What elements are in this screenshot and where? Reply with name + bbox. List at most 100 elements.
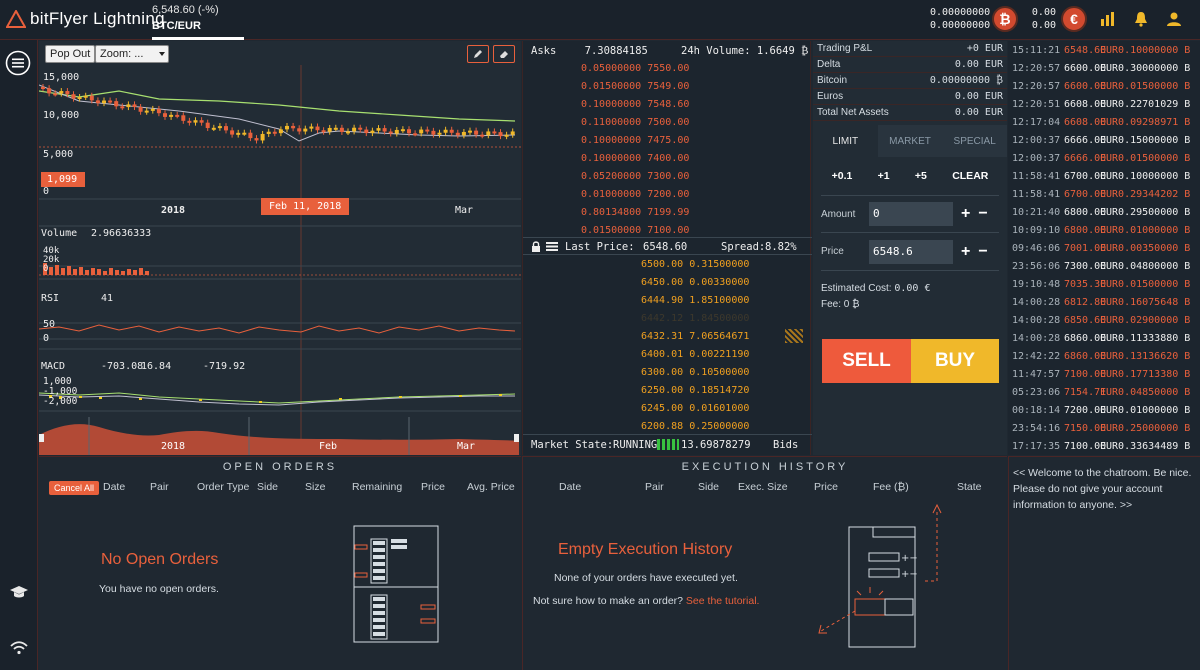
trade-price: 7200.00 [1064, 404, 1107, 416]
tab-special[interactable]: SPECIAL [942, 125, 1008, 157]
ask-row[interactable]: 0.80134800 7199.99 [581, 207, 689, 218]
ask-row[interactable]: 0.01500000 7100.00 [581, 225, 689, 236]
bid-price: 6442.12 [641, 313, 684, 324]
tutorial-prefix: Not sure how to make an order? [533, 595, 683, 607]
macd-tick-1000: 1,000 [43, 376, 72, 387]
price-plus-icon[interactable]: + [961, 242, 971, 260]
bid-row[interactable]: 6442.12 1.84500000 [641, 313, 749, 324]
bell-icon[interactable] [1133, 11, 1149, 27]
bid-row[interactable]: 6444.90 1.85100000 [641, 295, 749, 306]
empty-exec-subtitle: None of your orders have executed yet. [554, 572, 738, 584]
pencil-button[interactable] [467, 45, 489, 63]
col-date: Date [559, 481, 582, 493]
volume-tick-20k: 20k [43, 255, 60, 265]
eraser-button[interactable] [493, 45, 515, 63]
bid-row[interactable]: 6300.00 0.10500000 [641, 367, 749, 378]
macd-label: MACD [41, 361, 66, 372]
ask-row[interactable]: 0.11000000 7500.00 [581, 117, 689, 128]
ask-size: 0.11000000 [581, 117, 642, 128]
triangle-logo-icon [6, 10, 26, 28]
sell-button[interactable]: SELL [822, 339, 911, 383]
pop-out-button[interactable]: Pop Out [45, 45, 96, 63]
ask-row[interactable]: 0.10000000 7400.00 [581, 153, 689, 164]
trade-size: EUR0.17713380 B [1100, 368, 1191, 380]
estimated-cost: Estimated Cost: 0.00 € [821, 281, 999, 297]
summary-row: Bitcoin 0.00000000 ₿ [813, 73, 1007, 89]
trading-panel: Trading P&L +0 EUR Delta 0.00 EUR Bitcoin 0.0… [813, 41, 1008, 455]
cancel-all-button[interactable]: Cancel All [49, 481, 100, 495]
trade-row: 14:00:28 6850.60 EUR0.02900000 B [1008, 311, 1200, 329]
bid-row[interactable]: 6500.00 0.31500000 [641, 259, 749, 270]
col-price: Price [421, 481, 445, 493]
bid-row[interactable]: 6400.01 0.00221190 [641, 349, 749, 360]
navigator-right-handle[interactable] [514, 434, 519, 442]
amount-plus-icon[interactable]: + [961, 205, 971, 222]
lock-icon[interactable] [531, 241, 541, 252]
amount-minus-icon[interactable]: − [978, 205, 988, 222]
ask-row[interactable]: 0.05000000 7550.00 [581, 63, 689, 74]
add-1-button[interactable]: +1 [877, 170, 890, 182]
bitcoin-icon[interactable]: ₿ [992, 6, 1018, 32]
wifi-icon[interactable] [9, 640, 29, 656]
user-icon[interactable] [1166, 11, 1182, 27]
trade-time: 12:00:37 [1012, 152, 1061, 164]
brand-logo[interactable]: bitFlyer Lightning [6, 8, 165, 30]
list-icon[interactable] [546, 241, 558, 252]
col-state: State [957, 481, 982, 493]
macd-tick-minus-1000: -1,000 [43, 386, 78, 397]
trade-row: 10:21:40 6800.00 EUR0.29500000 B [1008, 203, 1200, 221]
trade-price: 6700.00 [1064, 188, 1107, 200]
ask-row[interactable]: 0.10000000 7548.60 [581, 99, 689, 110]
buy-button[interactable]: BUY [911, 339, 999, 383]
tab-limit[interactable]: LIMIT [813, 125, 878, 157]
ask-price: 7300.00 [647, 171, 690, 182]
macd-value-3: -719.92 [203, 361, 246, 372]
ask-row[interactable]: 0.01500000 7549.00 [581, 81, 689, 92]
price-input[interactable]: 6548.6 [869, 239, 953, 264]
graduation-cap-icon[interactable] [9, 584, 29, 600]
bid-price: 6245.00 [641, 403, 684, 414]
bar-chart-icon[interactable] [1100, 11, 1116, 27]
bid-row[interactable]: 6200.88 0.25000000 [641, 421, 749, 432]
add-5-button[interactable]: +5 [914, 170, 927, 182]
macd-ticks: 1,000 -1,000 -2,000 [43, 377, 77, 407]
price-chart-panel[interactable]: Pop Out Zoom: ... [39, 41, 521, 455]
ask-row[interactable]: 0.01000000 7200.00 [581, 189, 689, 200]
add-0-1-button[interactable]: +0.1 [831, 170, 853, 182]
navigator-left-handle[interactable] [39, 434, 44, 442]
open-orders-panel: OPEN ORDERS Cancel All Date Pair Order T… [39, 456, 521, 670]
ask-row[interactable]: 0.05200000 7300.00 [581, 171, 689, 182]
tab-market[interactable]: MARKET [877, 125, 943, 157]
amount-input[interactable]: 0 [869, 202, 953, 226]
bid-price: 6300.00 [641, 367, 684, 378]
trade-time: 12:17:04 [1012, 116, 1061, 128]
col-side: Side [698, 481, 720, 493]
ask-row[interactable]: 0.10000000 7475.00 [581, 135, 689, 146]
bid-row[interactable]: 6432.31 7.06564671 [641, 331, 749, 342]
ask-price: 7549.00 [647, 81, 690, 92]
volume-value: 2.96636333 [91, 228, 152, 239]
summary-label: Delta [817, 59, 841, 70]
svg-text:+−: +− [901, 553, 918, 564]
menu-icon[interactable] [5, 50, 31, 76]
bid-row[interactable]: 6250.00 0.18514720 [641, 385, 749, 396]
fee-label: Fee: [821, 299, 842, 310]
zoom-select[interactable]: Zoom: ... [95, 45, 169, 63]
price-minus-icon[interactable]: − [978, 242, 988, 260]
volume-bars [39, 263, 521, 276]
bid-size: 0.00221190 [689, 349, 750, 360]
ticker-tab[interactable]: 6,548.60 (-%) BTC/EUR [152, 4, 244, 40]
bid-row[interactable]: 6450.00 0.00330000 [641, 277, 749, 288]
euro-icon[interactable]: € [1061, 6, 1087, 32]
clear-button[interactable]: CLEAR [952, 170, 989, 182]
ask-size: 0.10000000 [581, 135, 642, 146]
trade-time: 12:20:51 [1012, 98, 1061, 110]
chevron-down-icon [159, 52, 165, 56]
candlestick-series [41, 84, 515, 144]
trade-row: 12:00:37 6666.00 EUR0.15000000 B [1008, 131, 1200, 149]
tutorial-link[interactable]: See the tutorial. [685, 595, 760, 607]
bid-row[interactable]: 6245.00 0.01601000 [641, 403, 749, 414]
col-order-type: Order Type [197, 481, 250, 493]
volume-24h-label: 24h Volume: [681, 45, 751, 57]
trade-price: 7100.00 [1064, 368, 1107, 380]
